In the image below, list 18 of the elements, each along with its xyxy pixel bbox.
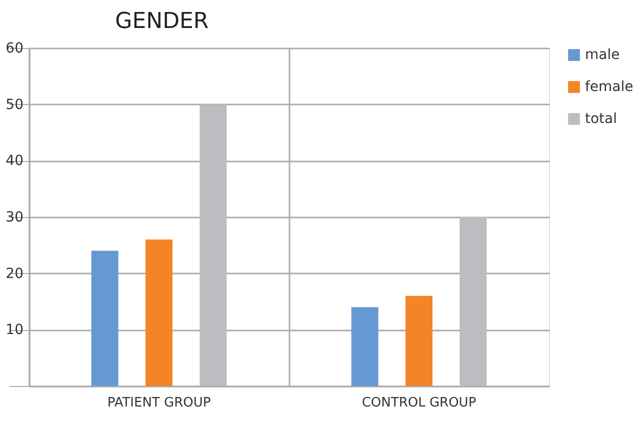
bar [351, 307, 378, 386]
y-tick-label: 20 [6, 266, 24, 282]
legend-label: total [585, 111, 618, 127]
legend-label: female [585, 79, 634, 95]
y-tick-label: 50 [6, 96, 24, 113]
bar [200, 104, 227, 386]
bar [146, 240, 172, 386]
y-tick-label: 10 [6, 322, 24, 338]
bar [460, 217, 487, 386]
bar [91, 250, 118, 386]
legend-label: male [585, 47, 620, 63]
y-tick-label: 30 [6, 210, 24, 226]
y-tick-label: 60 [6, 40, 24, 56]
chart-title: GENDER [115, 9, 209, 34]
y-tick-label: 40 [6, 153, 24, 170]
x-tick-label: CONTROL GROUP [362, 396, 476, 410]
x-tick-label: PATIENT GROUP [107, 396, 211, 410]
bar [406, 296, 432, 386]
